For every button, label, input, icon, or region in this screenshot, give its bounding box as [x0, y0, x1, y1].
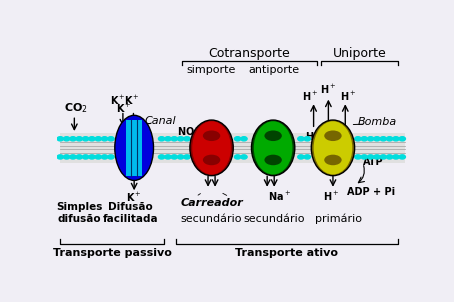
Circle shape: [108, 155, 114, 159]
Circle shape: [89, 137, 95, 141]
Text: H$^+$: H$^+$: [264, 123, 280, 136]
Text: H$^+$: H$^+$: [320, 83, 336, 96]
Circle shape: [64, 137, 70, 141]
Circle shape: [158, 155, 165, 159]
Circle shape: [298, 155, 304, 159]
Bar: [126, 120, 131, 175]
Text: Transporte ativo: Transporte ativo: [235, 248, 338, 258]
Circle shape: [304, 137, 311, 141]
Circle shape: [64, 155, 70, 159]
Bar: [60, 133, 405, 163]
Circle shape: [171, 155, 178, 159]
Ellipse shape: [324, 130, 342, 141]
Ellipse shape: [203, 130, 220, 141]
Circle shape: [399, 155, 405, 159]
Circle shape: [101, 137, 108, 141]
Circle shape: [367, 137, 374, 141]
Ellipse shape: [252, 120, 295, 176]
Circle shape: [386, 137, 393, 141]
Ellipse shape: [264, 155, 282, 165]
Ellipse shape: [254, 121, 292, 175]
Circle shape: [355, 137, 361, 141]
Text: Uniporte: Uniporte: [333, 47, 386, 60]
Text: H$^+$: H$^+$: [205, 123, 222, 136]
Circle shape: [76, 137, 83, 141]
Ellipse shape: [192, 121, 231, 175]
Bar: [132, 120, 137, 175]
Text: ATP: ATP: [363, 157, 384, 167]
Circle shape: [95, 155, 101, 159]
Text: primário: primário: [315, 214, 362, 224]
Text: Na$^+$: Na$^+$: [267, 190, 291, 203]
Text: ADP + Pi: ADP + Pi: [347, 187, 395, 197]
Text: H$^+$: H$^+$: [323, 190, 340, 203]
Circle shape: [241, 155, 247, 159]
Circle shape: [234, 155, 241, 159]
Ellipse shape: [311, 120, 355, 176]
Circle shape: [184, 155, 190, 159]
Circle shape: [361, 137, 367, 141]
Text: Canal: Canal: [145, 116, 176, 126]
Circle shape: [178, 137, 184, 141]
Text: H$^+$: H$^+$: [305, 130, 321, 143]
Circle shape: [380, 137, 386, 141]
Circle shape: [367, 155, 374, 159]
Circle shape: [393, 137, 399, 141]
Circle shape: [361, 155, 367, 159]
Text: Simples
difusão: Simples difusão: [56, 202, 103, 224]
Ellipse shape: [264, 130, 282, 141]
Text: Transporte passivo: Transporte passivo: [53, 248, 172, 258]
Circle shape: [83, 155, 89, 159]
Text: secundário: secundário: [243, 214, 305, 224]
Circle shape: [76, 155, 83, 159]
Ellipse shape: [314, 121, 352, 175]
Circle shape: [70, 155, 76, 159]
Circle shape: [158, 137, 165, 141]
Text: CO$_2$: CO$_2$: [64, 101, 88, 115]
Circle shape: [386, 155, 393, 159]
Bar: [137, 120, 142, 175]
Circle shape: [241, 137, 247, 141]
Circle shape: [89, 155, 95, 159]
Circle shape: [165, 155, 171, 159]
Text: Difusão
facilitada: Difusão facilitada: [103, 202, 158, 224]
Text: simporte: simporte: [187, 65, 236, 75]
Ellipse shape: [203, 155, 220, 165]
Text: K$^+$: K$^+$: [124, 94, 140, 107]
Circle shape: [95, 137, 101, 141]
Circle shape: [184, 137, 190, 141]
Ellipse shape: [324, 155, 342, 165]
Text: Bomba: Bomba: [357, 117, 396, 127]
Circle shape: [399, 137, 405, 141]
Ellipse shape: [190, 120, 233, 176]
Ellipse shape: [115, 115, 153, 180]
Circle shape: [374, 137, 380, 141]
Circle shape: [57, 155, 64, 159]
Text: NO$_3^-$: NO$_3^-$: [178, 124, 202, 140]
Text: Carreador: Carreador: [180, 198, 243, 207]
Text: antiporte: antiporte: [249, 65, 300, 75]
Circle shape: [298, 137, 304, 141]
Circle shape: [108, 137, 114, 141]
Circle shape: [83, 137, 89, 141]
Circle shape: [355, 155, 361, 159]
Circle shape: [304, 155, 311, 159]
Circle shape: [171, 137, 178, 141]
Text: Cotransporte: Cotransporte: [209, 47, 291, 60]
Circle shape: [380, 155, 386, 159]
Circle shape: [393, 155, 399, 159]
Circle shape: [178, 155, 184, 159]
Text: H$^+$: H$^+$: [302, 90, 318, 103]
Circle shape: [57, 137, 64, 141]
Circle shape: [234, 137, 241, 141]
Circle shape: [374, 155, 380, 159]
Text: secundário: secundário: [181, 214, 242, 224]
Text: K$^+$: K$^+$: [116, 102, 132, 115]
Circle shape: [165, 137, 171, 141]
Circle shape: [70, 137, 76, 141]
Text: K$^+$: K$^+$: [126, 191, 142, 204]
Circle shape: [101, 155, 108, 159]
Text: K$^+$: K$^+$: [110, 94, 126, 107]
Text: H$^+$: H$^+$: [340, 90, 356, 103]
